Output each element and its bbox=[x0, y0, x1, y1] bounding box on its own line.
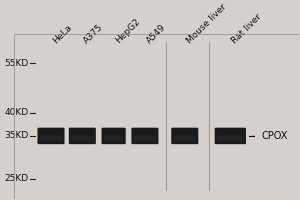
FancyBboxPatch shape bbox=[173, 135, 196, 141]
FancyBboxPatch shape bbox=[171, 128, 198, 144]
Text: A375: A375 bbox=[82, 22, 105, 45]
Text: CPOX: CPOX bbox=[262, 131, 288, 141]
FancyBboxPatch shape bbox=[38, 128, 64, 144]
FancyBboxPatch shape bbox=[134, 135, 156, 141]
FancyBboxPatch shape bbox=[131, 128, 158, 144]
FancyBboxPatch shape bbox=[40, 135, 62, 141]
Text: HepG2: HepG2 bbox=[114, 17, 142, 45]
FancyBboxPatch shape bbox=[215, 128, 246, 144]
Text: A549: A549 bbox=[145, 22, 168, 45]
FancyBboxPatch shape bbox=[69, 128, 96, 144]
FancyBboxPatch shape bbox=[71, 135, 94, 141]
Text: HeLa: HeLa bbox=[51, 22, 74, 45]
Text: Rat liver: Rat liver bbox=[230, 12, 263, 45]
Text: Mouse liver: Mouse liver bbox=[185, 2, 228, 45]
FancyBboxPatch shape bbox=[217, 135, 244, 141]
FancyBboxPatch shape bbox=[101, 128, 126, 144]
Text: 25KD: 25KD bbox=[4, 174, 28, 183]
FancyBboxPatch shape bbox=[104, 135, 123, 141]
Text: 40KD: 40KD bbox=[4, 108, 28, 117]
Text: 35KD: 35KD bbox=[4, 131, 28, 140]
Text: 55KD: 55KD bbox=[4, 59, 28, 68]
